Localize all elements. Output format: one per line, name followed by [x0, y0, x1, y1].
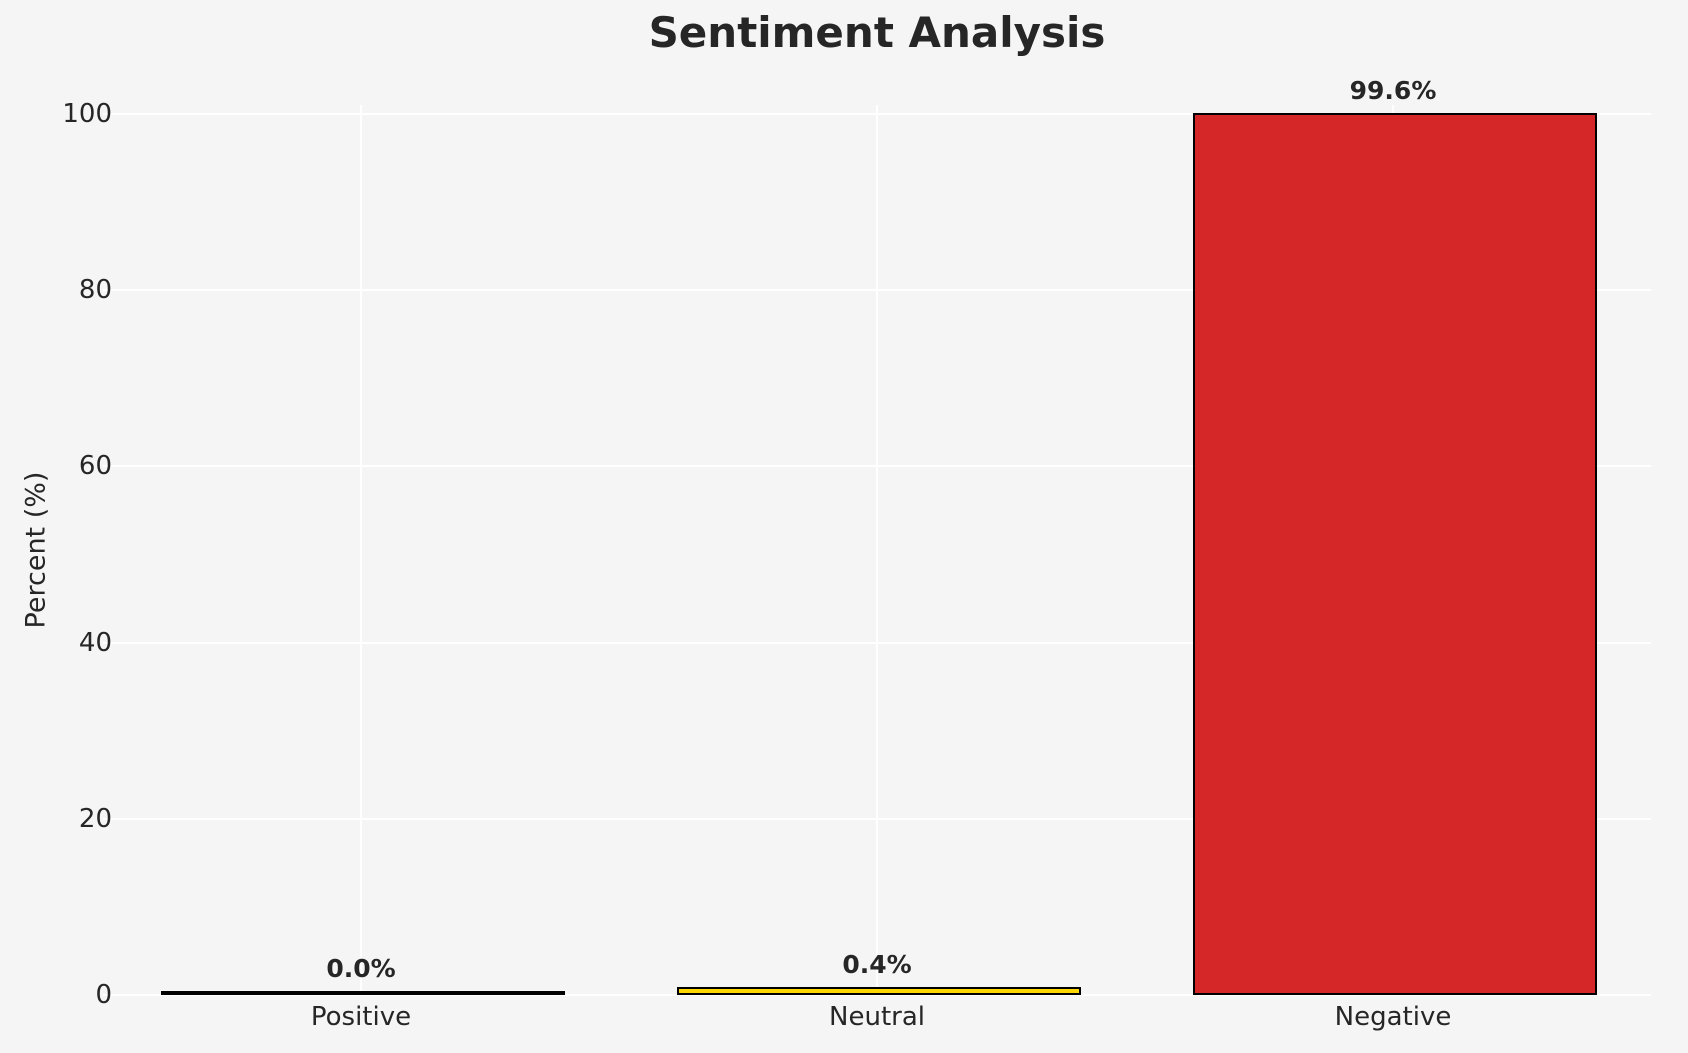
plot-area: 0.0% 0.4% 99.6%	[103, 76, 1651, 996]
y-tick-label: 40	[78, 627, 112, 658]
y-tick-label: 100	[62, 98, 112, 129]
bar-positive	[161, 991, 565, 995]
x-tick-label: Positive	[310, 1002, 412, 1032]
y-tick-label: 20	[78, 803, 112, 834]
bar-value-label: 0.0%	[326, 954, 396, 983]
x-tick-label: Negative	[1334, 1002, 1452, 1032]
bar-neutral	[677, 987, 1081, 995]
y-tick-label: 0	[95, 980, 112, 1010]
y-axis-label: Percent (%)	[20, 471, 52, 629]
y-tick-label: 80	[78, 275, 112, 306]
bar-value-label: 0.4%	[842, 950, 912, 980]
y-tick-label: 60	[78, 451, 112, 482]
bar-value-label: 99.6%	[1349, 76, 1437, 106]
gridline-vertical	[360, 105, 362, 995]
bar-negative	[1193, 113, 1597, 995]
x-tick-label: Neutral	[829, 1002, 925, 1032]
chart-title: Sentiment Analysis	[648, 8, 1106, 57]
gridline-horizontal	[103, 994, 1651, 996]
gridline-vertical	[876, 105, 878, 995]
